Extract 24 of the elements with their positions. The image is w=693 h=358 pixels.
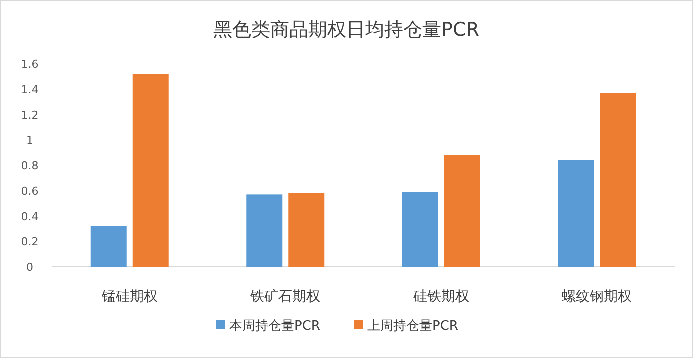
bar [90, 226, 127, 267]
bar [246, 194, 283, 267]
y-tick-label: 1.6 [21, 58, 39, 71]
bar [600, 93, 636, 267]
y-tick-label: 0.8 [21, 160, 39, 172]
bar [444, 155, 480, 267]
legend-label: 本周持仓量PCR [230, 319, 320, 334]
legend-label: 上周持仓量PCR [368, 319, 458, 334]
y-tick-label: 0.2 [21, 236, 39, 249]
x-tick-label: 硅铁期权 [412, 289, 470, 305]
bar [402, 192, 438, 267]
y-tick-label: 0.4 [21, 210, 39, 224]
bar [558, 160, 594, 267]
x-tick-label: 螺纹钢期权 [562, 289, 632, 305]
x-tick-label: 锰硅期权 [100, 289, 158, 305]
y-tick-label: 0.6 [21, 184, 39, 198]
y-tick-label: 1 [26, 134, 34, 148]
bar [288, 193, 325, 267]
chart-title: 黑色类商品期权日均持仓量PCR [214, 19, 480, 41]
x-tick-label: 铁矿石期权 [250, 289, 321, 305]
y-tick-label: 1.2 [21, 108, 39, 122]
bar [132, 74, 169, 267]
y-tick-label: 1.4 [21, 83, 39, 96]
y-tick-label: 0 [26, 261, 34, 274]
